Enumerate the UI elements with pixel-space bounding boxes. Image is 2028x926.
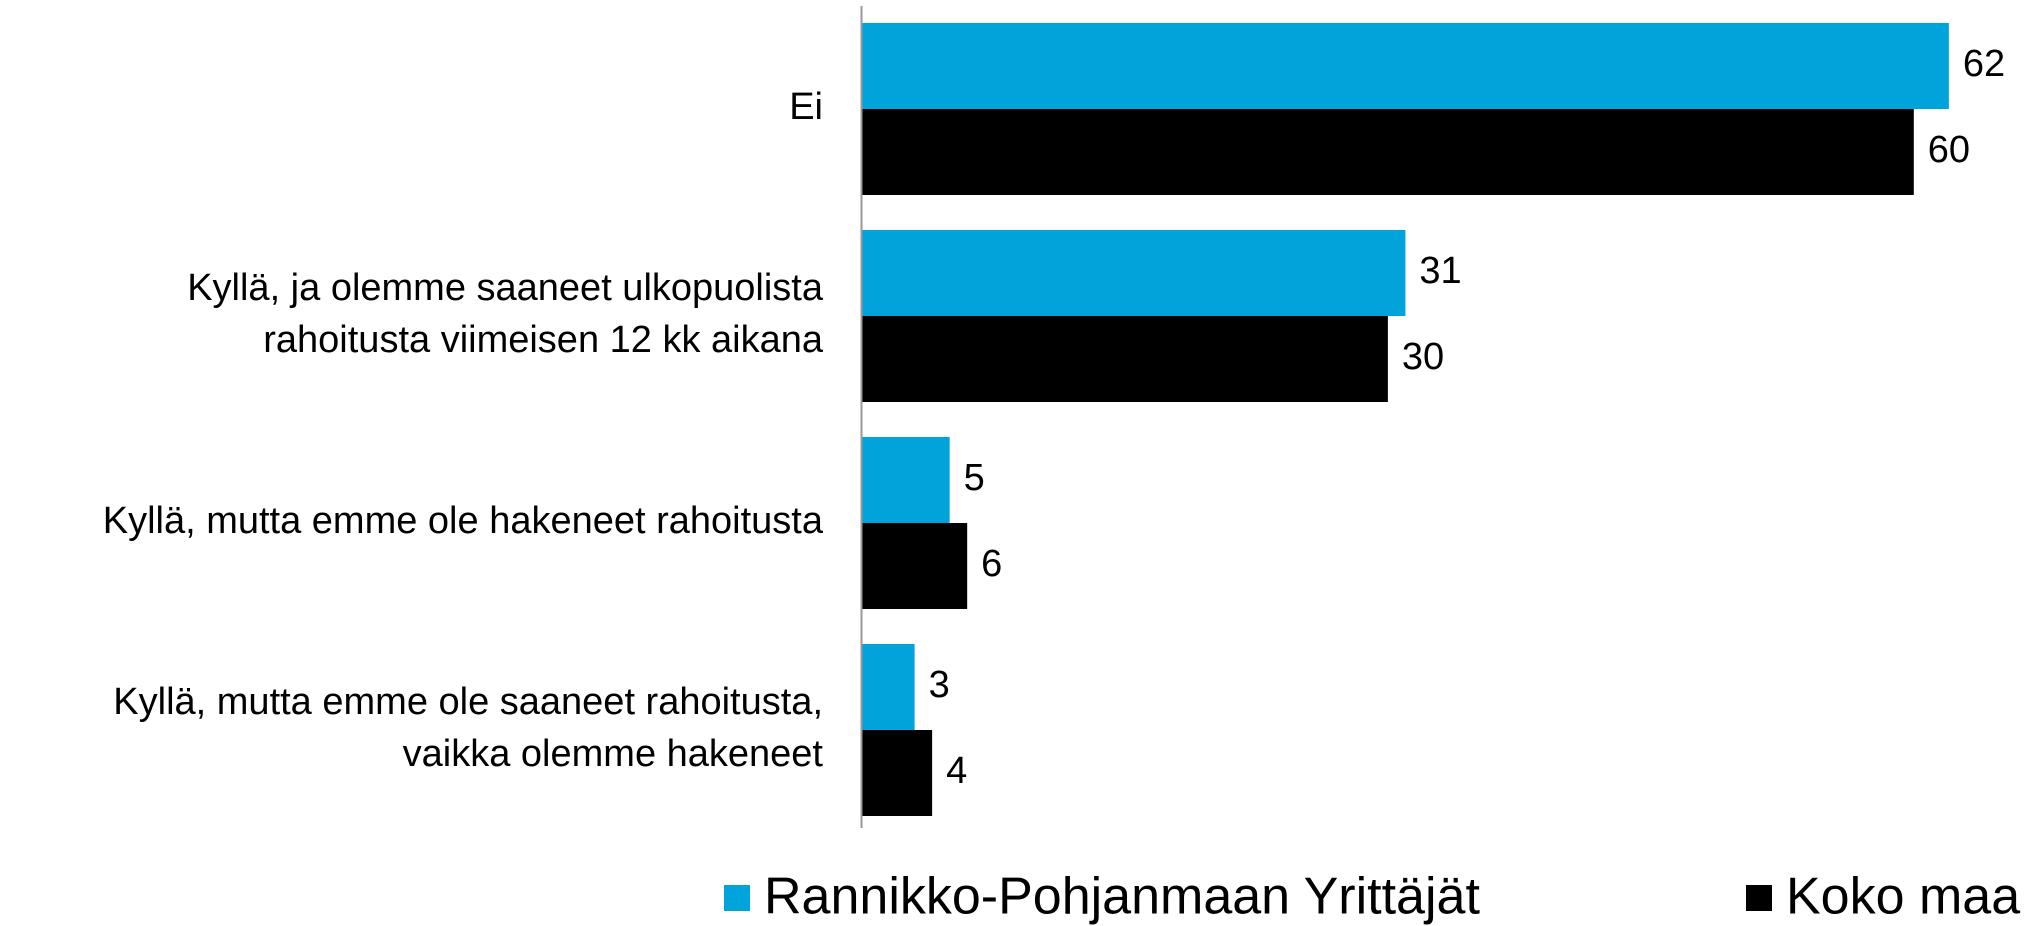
value-label: 62	[1963, 43, 2005, 85]
value-label: 5	[964, 457, 985, 499]
bar	[862, 644, 915, 730]
value-label: 6	[981, 543, 1002, 585]
category-label: rahoitusta viimeisen 12 kk aikana	[263, 319, 824, 361]
legend-label: Koko maa	[1786, 868, 2020, 926]
category-label: Kyllä, mutta emme ole saaneet rahoitusta…	[113, 681, 823, 723]
bar	[862, 109, 1914, 195]
legend-swatch	[1746, 885, 1772, 911]
bar	[862, 523, 968, 609]
bar	[862, 23, 1949, 109]
category-label: Kyllä, mutta emme ole hakeneet rahoitust…	[103, 500, 824, 542]
bar	[862, 437, 950, 523]
value-label: 60	[1928, 129, 1970, 171]
value-label: 31	[1419, 250, 1461, 292]
legend-swatch	[724, 885, 750, 911]
value-label: 3	[929, 664, 950, 706]
bar	[862, 230, 1406, 316]
category-label: vaikka olemme hakeneet	[403, 733, 824, 775]
category-label: Kyllä, ja olemme saaneet ulkopuolista	[187, 267, 824, 309]
bar	[862, 730, 933, 816]
legend-label: Rannikko-Pohjanmaan Yrittäjät	[764, 868, 1480, 926]
bar	[862, 316, 1388, 402]
value-label: 4	[946, 750, 967, 792]
value-label: 30	[1402, 336, 1444, 378]
category-label: Ei	[789, 86, 823, 128]
